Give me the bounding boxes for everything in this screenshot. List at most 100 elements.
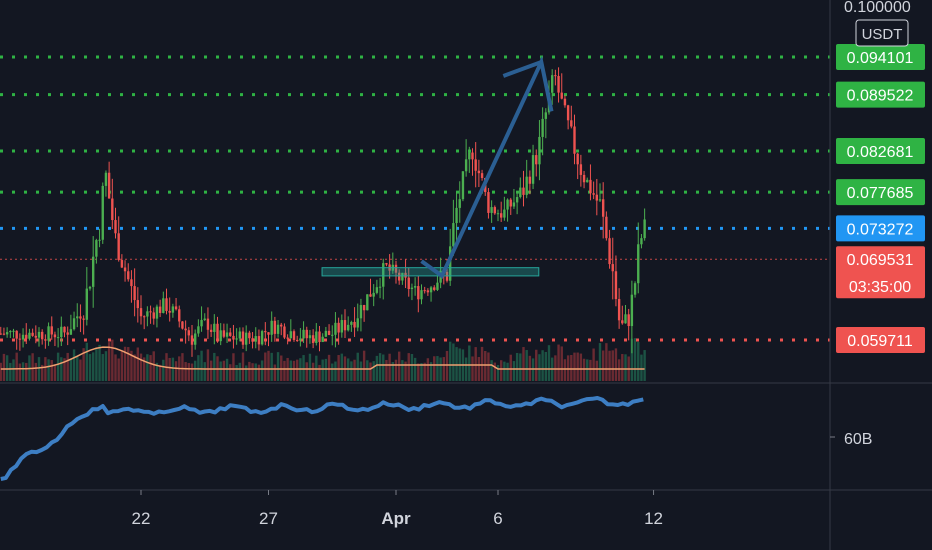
volume-bar	[484, 350, 487, 381]
candle-body	[235, 338, 238, 340]
candle-body	[468, 152, 471, 160]
volume-bar	[120, 351, 124, 381]
volume-bar	[452, 343, 455, 381]
candle-body	[490, 207, 493, 213]
volume-bar	[229, 364, 232, 381]
candle-body	[120, 260, 124, 268]
volume-bar	[79, 359, 82, 381]
volume-bar	[394, 359, 398, 381]
volume-bar	[624, 354, 627, 381]
volume-bar	[340, 353, 344, 381]
candle-body	[98, 239, 101, 241]
candle-body	[95, 240, 98, 257]
volume-bar	[142, 357, 146, 381]
volume-bar	[519, 353, 522, 381]
volume-bar	[547, 345, 551, 381]
candle-body	[582, 174, 586, 183]
volume-bar	[190, 363, 194, 381]
candle-body	[640, 238, 643, 245]
candle-body	[576, 153, 579, 165]
candle-body	[158, 306, 162, 313]
candle-body	[608, 238, 611, 265]
candle-body	[359, 305, 363, 319]
volume-bar	[378, 353, 382, 381]
volume-bar	[44, 357, 47, 381]
candle-body	[168, 310, 171, 313]
candle-body	[557, 75, 560, 93]
candle-body	[621, 320, 624, 324]
volume-bar	[576, 352, 579, 381]
volume-bar	[155, 362, 159, 381]
volume-bar	[490, 360, 493, 381]
candle-body	[426, 290, 430, 293]
candle-body	[155, 306, 159, 319]
candle-body	[503, 209, 506, 218]
candle-body	[436, 282, 439, 290]
candle-body	[550, 75, 554, 93]
volume-bar	[152, 351, 155, 381]
volume-bar	[410, 354, 414, 381]
candle-body	[257, 336, 261, 345]
time-tick-label: 22	[132, 509, 151, 528]
volume-bar	[158, 364, 162, 381]
candle-body	[464, 159, 468, 172]
candle-body	[413, 286, 417, 288]
candle-body	[598, 199, 602, 201]
volume-bar	[53, 364, 57, 381]
candle-body	[433, 287, 436, 290]
candle-body	[509, 199, 512, 207]
volume-bar	[544, 351, 548, 381]
candle-body	[63, 326, 66, 333]
volume-bar	[385, 359, 388, 381]
volume-bar	[18, 363, 22, 381]
candle-body	[286, 337, 289, 339]
candle-body	[538, 136, 541, 165]
volume-bar	[104, 351, 108, 381]
volume-bar	[95, 347, 98, 381]
volume-bar	[471, 356, 474, 381]
candle-body	[47, 326, 50, 341]
volume-bar	[429, 362, 433, 381]
volume-bar	[420, 362, 423, 381]
volume-bar	[225, 358, 229, 381]
volume-bar	[525, 350, 528, 381]
volume-bar	[248, 361, 251, 381]
volume-bar	[15, 352, 18, 381]
volume-bar	[203, 362, 206, 381]
volume-bar	[56, 352, 60, 381]
candle-body	[280, 324, 283, 327]
candle-body	[241, 331, 245, 345]
volume-bar	[254, 363, 257, 381]
volume-bar	[34, 362, 38, 381]
volume-bar	[477, 356, 481, 381]
volume-bar	[2, 353, 6, 381]
volume-bar	[614, 348, 618, 381]
volume-bar	[362, 350, 366, 381]
volume-bar	[107, 342, 111, 381]
volume-bar	[283, 360, 286, 381]
candle-body	[324, 330, 328, 337]
volume-bar	[563, 359, 567, 381]
volume-bar	[130, 350, 133, 381]
candle-body	[114, 220, 117, 234]
volume-bar	[76, 356, 79, 381]
candle-body	[197, 326, 200, 334]
time-tick-label: 27	[259, 509, 278, 528]
candle-body	[302, 329, 305, 339]
candle-body	[254, 336, 257, 342]
candle-body	[127, 271, 130, 280]
candle-body	[15, 330, 18, 339]
candle-body	[362, 305, 366, 311]
candle-body	[474, 159, 477, 171]
volume-bar	[480, 346, 484, 381]
volume-bar	[353, 359, 356, 381]
price-label: 0.089522	[847, 88, 914, 105]
candle-body	[353, 321, 356, 328]
candle-body	[53, 334, 57, 338]
candle-body	[318, 331, 321, 343]
candle-body	[123, 267, 127, 272]
candle-body	[560, 92, 563, 99]
candle-body	[72, 318, 76, 330]
volume-bar	[69, 358, 73, 381]
candle-body	[321, 336, 324, 343]
